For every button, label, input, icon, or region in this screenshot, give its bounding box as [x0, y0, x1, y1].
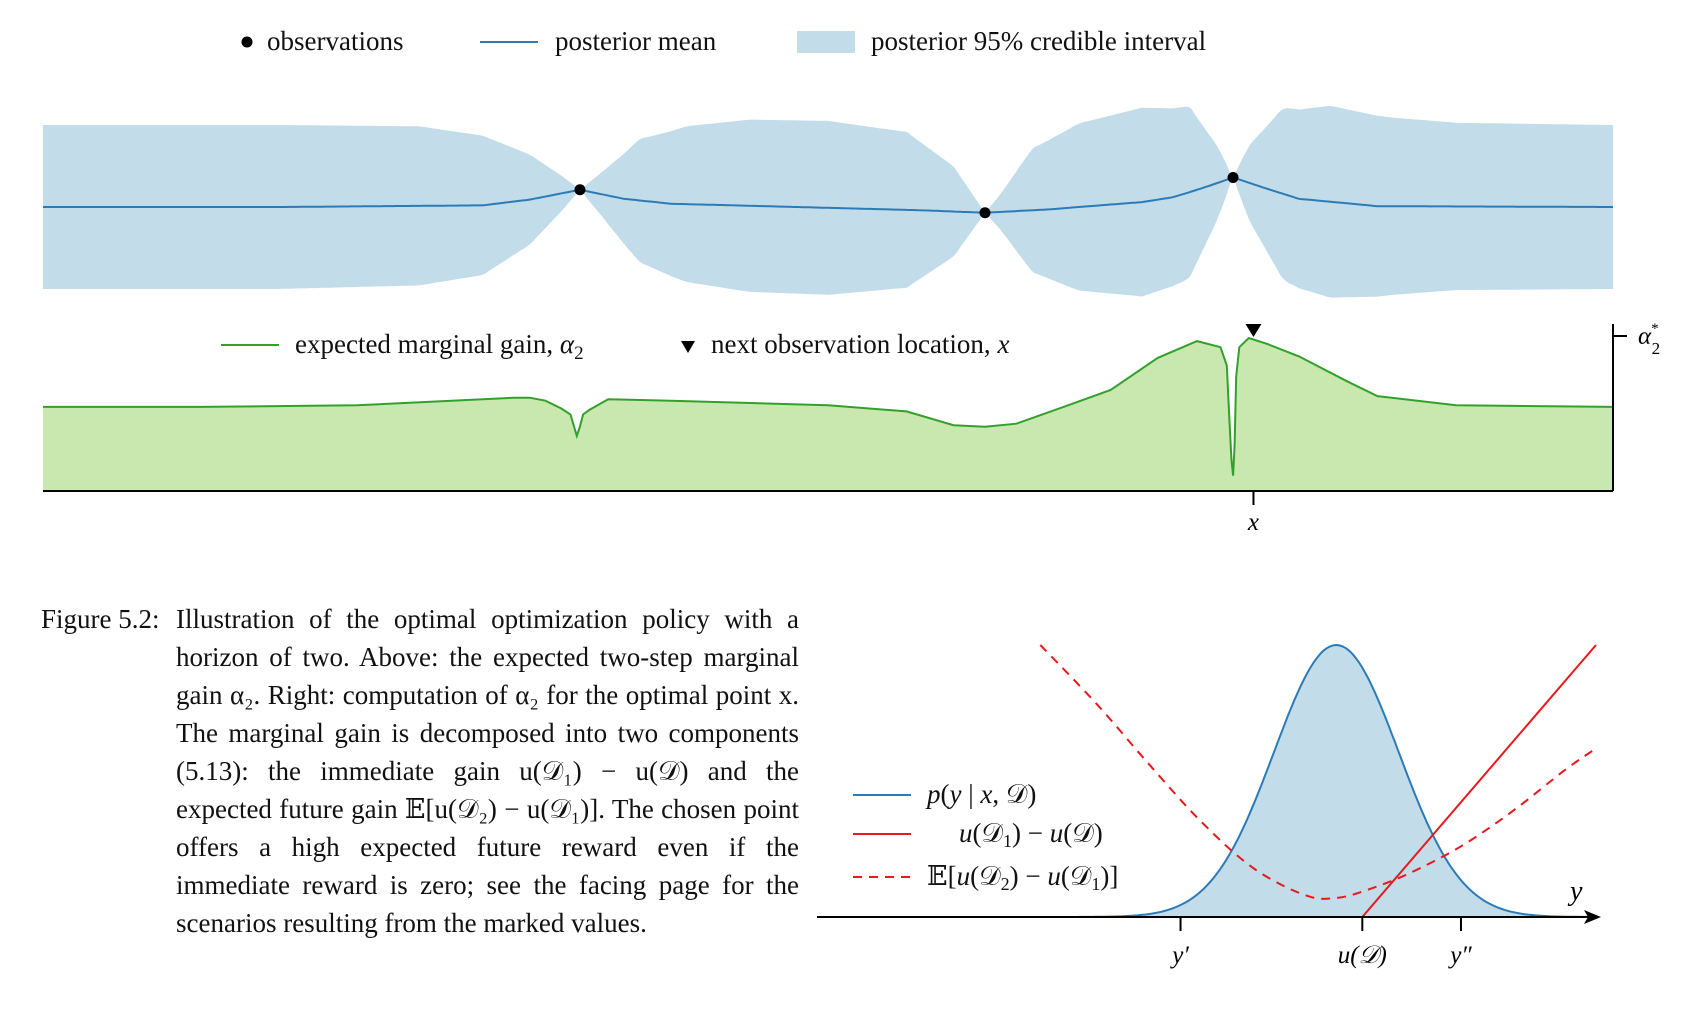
legend-observations-label: observations — [267, 26, 403, 56]
bottom-axis-ticks: y′ u(𝒟) y″ — [1169, 917, 1472, 969]
y-axis-arrowhead — [1584, 910, 1601, 924]
observation-point-3 — [1227, 171, 1239, 183]
legend-band-label: posterior 95% credible interval — [871, 26, 1206, 56]
y-axis-label: y — [1567, 876, 1583, 907]
credible-interval-band — [43, 105, 1613, 298]
legend-observation-marker — [241, 36, 253, 48]
alpha-star-label: α* 2 — [1638, 321, 1660, 358]
predictive-density-fill — [817, 645, 1596, 917]
legend-density-label: p(y | x, 𝒟) — [925, 779, 1036, 809]
alpha2-decomposition-panel: y y′ u(𝒟) y″ p(y | x, 𝒟) u(𝒟1) − u(𝒟) 𝔼[u(… — [817, 643, 1601, 969]
observation-point-1 — [574, 184, 586, 196]
legend-band-swatch — [797, 31, 855, 53]
gp-posterior-panel — [42, 105, 1613, 298]
legend-mean-label: posterior mean — [555, 26, 717, 56]
posterior-mean-line — [42, 176, 1613, 214]
marginal-gain-line — [43, 336, 1614, 476]
legend-future-label: 𝔼[u(𝒟2) − u(𝒟1)] — [927, 861, 1118, 894]
legend-next-label: next observation location, x — [711, 329, 1009, 359]
observation-points — [574, 171, 1239, 219]
marginal-gain-panel: α* 2 x expected marginal gain, α2 next ob… — [43, 321, 1660, 536]
bottom-tick-label-3: y″ — [1447, 942, 1472, 969]
bottom-tick-label-2: u(𝒟) — [1338, 942, 1387, 969]
legend-immediate-label: u(𝒟1) − u(𝒟) — [959, 818, 1103, 851]
legend-next-marker — [681, 341, 695, 353]
caption-text: Illustration of the optimal optimization… — [176, 604, 799, 938]
marginal-gain-fill — [43, 338, 1613, 491]
x-tick-label: x — [1247, 509, 1259, 536]
legend-gain-label: expected marginal gain, α2 — [295, 329, 584, 364]
caption-label: Figure 5.2: — [41, 604, 160, 634]
gp-legend: observations posterior mean posterior 95… — [241, 26, 1206, 56]
observation-point-2 — [979, 207, 991, 219]
next-observation-marker — [1245, 324, 1262, 337]
future-gain-line — [1039, 644, 1597, 900]
bottom-tick-label-1: y′ — [1169, 942, 1189, 969]
figure-caption: Figure 5.2: Illustration of the optimal … — [41, 600, 799, 942]
